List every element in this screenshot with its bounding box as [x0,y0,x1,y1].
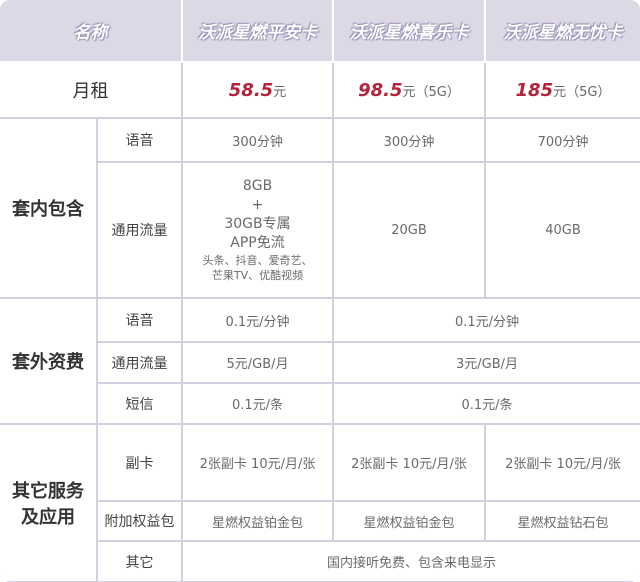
text: 其它服务 [12,481,84,502]
included-voice-row: 套内包含 语音 300分钟 300分钟 700分钟 [0,117,640,299]
included-label: 套内包含 [0,117,98,299]
cell: 20GB [332,161,486,299]
included-data-row: 通用流量 8GB + 30GB专属 APP免流 头条、抖音、爱奇艺、 芒果TV、… [0,161,640,299]
text: 芒果TV、优酷视频 [211,269,304,282]
price-unit: 元（5G） [553,84,611,100]
cell: 300分钟 [181,117,334,163]
cell: 700分钟 [484,117,640,163]
extra-sms-row: 短信 0.1元/条 0.1元/条 [0,382,640,425]
text: 及应用 [21,507,75,528]
text: 头条、抖音、爱奇艺、 [202,254,313,267]
price-unit: 元 [273,84,287,100]
cell: 星燃权益钻石包 [484,500,640,542]
cell: 星燃权益铂金包 [181,500,334,542]
plan-header-2: 沃派星燃喜乐卡 [332,0,486,63]
price-amount: 98.5 [358,79,403,101]
included-voice-label: 语音 [96,117,183,163]
extra-voice-label: 语音 [96,297,183,343]
cell: 2张副卡 10元/月/张 [181,423,334,502]
extra-label: 套外资费 [0,297,98,425]
text: 8GB [242,178,273,194]
other-label: 其它 [97,540,183,582]
subcard-row: 其它服务及应用 副卡 2张副卡 10元/月/张 2张副卡 10元/月/张 2张副… [0,423,640,582]
cell: 星燃权益铂金包 [332,500,486,542]
monthly-label: 月租 [0,61,183,119]
bonus-row: 附加权益包 星燃权益铂金包 星燃权益铂金包 星燃权益钻石包 [0,500,640,542]
name-header: 名称 [0,0,183,63]
services-label: 其它服务 及应用 [0,423,98,582]
plan-header-1: 沃派星燃平安卡 [181,0,334,63]
other-row: 其它 国内接听免费、包含来电显示 [0,540,640,582]
price-1: 58.5元 [181,61,334,119]
price-2: 98.5元（5G） [332,61,486,119]
cell: 2张副卡 10元/月/张 [332,423,486,502]
cell: 3元/GB/月 [332,341,640,384]
cell: 40GB [484,161,640,299]
cell: 2张副卡 10元/月/张 [484,423,640,502]
extra-sms-label: 短信 [97,382,183,425]
price-unit: 元（5G） [402,84,460,100]
price-3: 185元（5G） [484,61,640,119]
included-data-label: 通用流量 [97,161,183,299]
cell: 0.1元/分钟 [181,297,334,343]
text: 30GB专属 [224,216,291,232]
plan-header-3: 沃派星燃无忧卡 [484,0,640,63]
cell: 5元/GB/月 [181,341,334,384]
extra-data-label: 通用流量 [97,341,183,384]
price-amount: 58.5 [228,79,274,101]
price-amount: 185 [515,79,554,101]
cell: 0.1元/条 [332,382,640,425]
text: APP免流 [230,235,285,251]
header-row: 名称 沃派星燃平安卡 沃派星燃喜乐卡 沃派星燃无忧卡 [0,0,640,63]
cell: 0.1元/分钟 [332,297,640,343]
cell: 国内接听免费、包含来电显示 [181,540,640,582]
bonus-label: 附加权益包 [97,500,183,542]
extra-voice-row: 套外资费 语音 0.1元/分钟 0.1元/分钟 [0,297,640,425]
extra-data-row: 通用流量 5元/GB/月 3元/GB/月 [0,341,640,384]
text: + [251,197,264,213]
included-data-plan1: 8GB + 30GB专属 APP免流 头条、抖音、爱奇艺、 芒果TV、优酷视频 [181,161,334,299]
cell: 0.1元/条 [181,382,334,425]
cell: 300分钟 [332,117,486,163]
monthly-row: 月租 58.5元 98.5元（5G） 185元（5G） [0,61,640,119]
subcard-label: 副卡 [96,423,183,502]
